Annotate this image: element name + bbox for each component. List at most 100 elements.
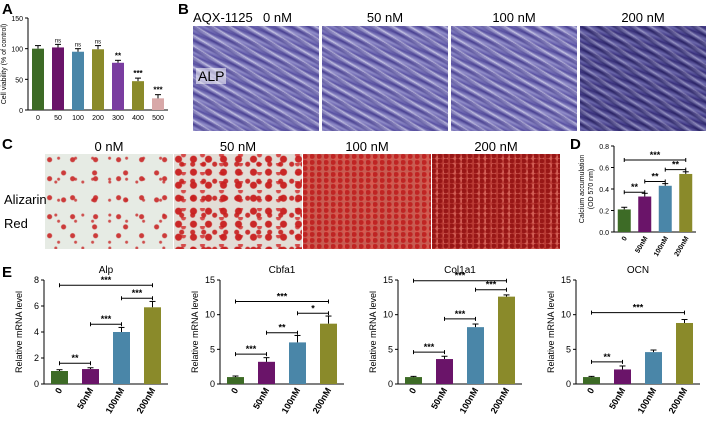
y-tick-label: 0 (19, 108, 23, 115)
bar (32, 48, 44, 110)
significance-label: *** (424, 342, 435, 352)
bar (92, 49, 104, 110)
alizarin-row-label-line1: Alizarin (4, 192, 47, 207)
significance-label: *** (153, 86, 163, 95)
significance-label: ** (71, 353, 79, 363)
significance-label: *** (132, 288, 143, 298)
y-tick-label: 0.8 (599, 144, 609, 151)
chart-title: Alp (99, 265, 114, 276)
x-tick-label: 0 (407, 386, 418, 395)
x-tick-label: 0 (621, 235, 629, 242)
bar (614, 369, 631, 384)
x-tick-label: 100nM (636, 386, 659, 415)
bar (617, 209, 631, 232)
chart-title: Col1a1 (444, 265, 476, 276)
y-axis-label: Relative mRNA level (14, 291, 24, 373)
significance-label: ** (278, 323, 286, 333)
x-tick-label: 200nM (674, 235, 691, 258)
panel-label-b: B (178, 1, 189, 18)
x-tick-label: 100nM (104, 386, 127, 415)
y-tick-label: 10 (205, 310, 215, 320)
ar-column-header-200: 200 nM (474, 139, 518, 154)
significance-label: ** (631, 182, 639, 192)
bar (498, 296, 515, 384)
alizarin-row-label-line2: Red (4, 216, 28, 231)
y-axis-label: Relative mRNA level (368, 291, 378, 373)
significance-label: *** (455, 271, 466, 281)
bar (258, 361, 275, 384)
bar (638, 196, 652, 232)
x-tick-label: 0 (53, 386, 64, 395)
panel-label-d: D (570, 136, 581, 153)
significance-label: * (311, 303, 315, 313)
significance-label: *** (650, 150, 661, 160)
y-axis-label: Cell viability (% of control) (1, 24, 8, 105)
panel-label-e: E (2, 264, 13, 281)
significance-label: *** (486, 280, 497, 290)
x-tick-label: 100nM (458, 386, 481, 415)
y-tick-label: 10 (561, 310, 571, 320)
x-tick-label: 300 (112, 115, 124, 122)
x-tick-label: 200nM (667, 386, 690, 415)
y-tick-label: 5 (210, 344, 215, 354)
bar (113, 332, 130, 384)
bar (227, 377, 244, 384)
y-tick-label: 8 (34, 275, 39, 285)
alp-column-header-100: 100 nM (492, 10, 536, 25)
bar (144, 307, 161, 384)
bar (132, 81, 144, 110)
treatment-label: AQX-1125 (193, 10, 253, 25)
chart-alp-mrna: Alp 0 2 4 6 8 Relative mRNA level 0 50nM 100nM 200… (14, 265, 168, 415)
significance-label: ns (95, 40, 101, 46)
y-tick-label: 2 (34, 353, 39, 363)
y-tick-label: 0.0 (599, 230, 609, 237)
y-tick-label: 50 (15, 77, 23, 84)
x-tick-label: 0 (36, 115, 40, 122)
bar (405, 377, 422, 384)
significance-label: *** (246, 344, 257, 354)
y-tick-label: 0.2 (599, 209, 609, 216)
y-tick-label: 100 (11, 47, 23, 54)
y-tick-label: 150 (11, 16, 23, 23)
significance-label: *** (633, 303, 644, 313)
y-tick-label: 10 (383, 310, 393, 320)
panel-label-a: A (2, 1, 13, 18)
significance-label: *** (133, 69, 143, 78)
x-tick-label: 100nM (280, 386, 303, 415)
significance-label: ns (55, 38, 61, 44)
significance-label: ** (651, 171, 659, 181)
x-tick-label: 400 (132, 115, 144, 122)
significance-label: ** (672, 160, 680, 170)
chart-ocn-mrna: OCN 0 5 10 15 Relative mRNA level 0 50nM 100nM 20… (546, 265, 700, 415)
x-tick-label: 200nM (135, 386, 158, 415)
x-tick-label: 50nM (607, 386, 627, 411)
y-tick-label: 4 (34, 327, 39, 337)
significance-label: ** (603, 352, 611, 362)
y-tick-label: 0 (34, 379, 39, 389)
chart-calcium-accumulation: 0.0 0.2 0.4 0.6 0.8 Calcium accumulation (OD 5… (579, 144, 696, 258)
chart-col1a1-mrna: Col1a1 0 5 10 15 Relative mRNA level 0 50nM 100n… (368, 265, 522, 415)
ar-column-header-0: 0 nM (94, 139, 124, 154)
chart-title: Cbfa1 (269, 265, 296, 276)
x-tick-label: 200 (92, 115, 104, 122)
y-axis-label: Relative mRNA level (546, 291, 556, 373)
y-tick-label: 5 (566, 344, 571, 354)
alizarin-image-0nm (45, 154, 173, 249)
y-tick-label: 0.6 (599, 166, 609, 173)
alp-image-50nm (322, 26, 448, 131)
bar (679, 173, 693, 232)
alp-column-header-50: 50 nM (366, 10, 404, 25)
significance-label: *** (455, 309, 466, 319)
significance-label: ns (75, 43, 81, 49)
bar (112, 62, 124, 110)
x-tick-label: 100 (72, 115, 84, 122)
bar (676, 322, 693, 384)
y-tick-label: 15 (561, 275, 571, 285)
alizarin-image-100nm (303, 154, 431, 249)
x-tick-label: 50nM (429, 386, 449, 411)
y-tick-label: 0 (210, 379, 215, 389)
bar (72, 51, 84, 110)
x-tick-label: 100nM (653, 235, 670, 258)
y-tick-label: 15 (383, 275, 393, 285)
